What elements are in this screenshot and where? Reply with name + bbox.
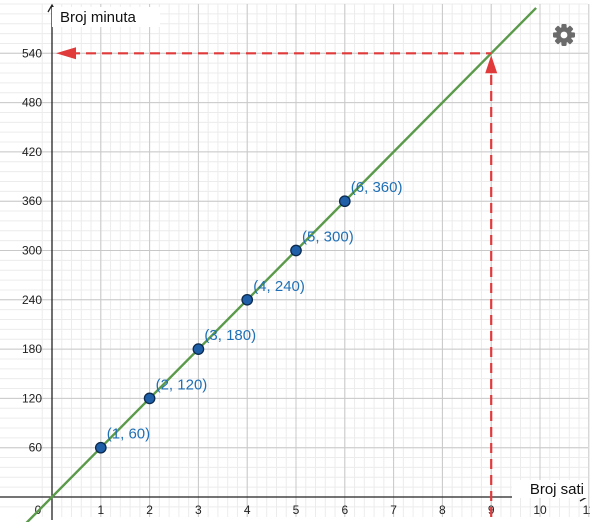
y-tick-label: 480 bbox=[22, 96, 42, 110]
x-tick-label: 3 bbox=[195, 503, 202, 517]
x-axis-title-bg bbox=[512, 480, 588, 498]
series-line bbox=[25, 7, 537, 522]
x-tick-label: 1 bbox=[97, 503, 104, 517]
highlight-guides bbox=[56, 47, 498, 517]
horizontal-guide-arrowhead bbox=[56, 47, 76, 60]
y-tick-label: 180 bbox=[22, 342, 42, 356]
y-tick-label: 60 bbox=[29, 441, 43, 455]
y-tick-label: 540 bbox=[22, 46, 42, 60]
point-label: (1, 60) bbox=[107, 426, 150, 443]
x-tick-label: 11 bbox=[583, 503, 590, 517]
y-tick-label: 360 bbox=[22, 194, 42, 208]
x-tick-label: 5 bbox=[293, 503, 300, 517]
gear-icon[interactable] bbox=[553, 24, 575, 46]
data-point bbox=[143, 392, 156, 405]
data-point bbox=[290, 244, 302, 257]
x-axis-title: Broj sati bbox=[530, 481, 584, 498]
minor-grid bbox=[0, 3, 588, 517]
point-label: (5, 300) bbox=[302, 229, 354, 246]
series-line-path bbox=[25, 7, 537, 522]
axes bbox=[0, 3, 589, 520]
data-point bbox=[94, 441, 107, 454]
x-tick-label: 10 bbox=[533, 503, 547, 517]
data-point bbox=[241, 293, 254, 306]
y-tick-label: 300 bbox=[22, 244, 42, 258]
point-label: (4, 240) bbox=[253, 278, 305, 295]
x-tick-label: 4 bbox=[244, 503, 251, 517]
x-tick-label: 6 bbox=[341, 503, 348, 517]
data-points bbox=[94, 195, 351, 454]
point-label: (6, 360) bbox=[351, 179, 403, 196]
x-tick-label: 8 bbox=[439, 503, 446, 517]
y-axis-title: Broj minuta bbox=[60, 9, 137, 26]
point-label: (3, 180) bbox=[204, 327, 256, 344]
x-tick-label: 2 bbox=[146, 503, 153, 517]
y-tick-label: 120 bbox=[22, 391, 42, 405]
y-tick-label: 240 bbox=[22, 293, 42, 307]
data-point bbox=[338, 195, 351, 208]
vertical-guide-arrowhead bbox=[485, 55, 498, 74]
y-axis-title-bg bbox=[52, 7, 160, 27]
y-tick-labels: 60 120 180 240 300 360 420 480 540 bbox=[22, 46, 42, 454]
y-tick-label: 420 bbox=[22, 145, 42, 159]
data-point bbox=[192, 343, 205, 355]
x-tick-labels: 01234567891011 bbox=[35, 503, 590, 517]
point-labels: (1, 60) (2, 120) (3, 180) (4, 240) (5, 300) (… bbox=[107, 179, 403, 443]
x-tick-label: 7 bbox=[390, 503, 397, 517]
point-label: (2, 120) bbox=[156, 376, 208, 393]
